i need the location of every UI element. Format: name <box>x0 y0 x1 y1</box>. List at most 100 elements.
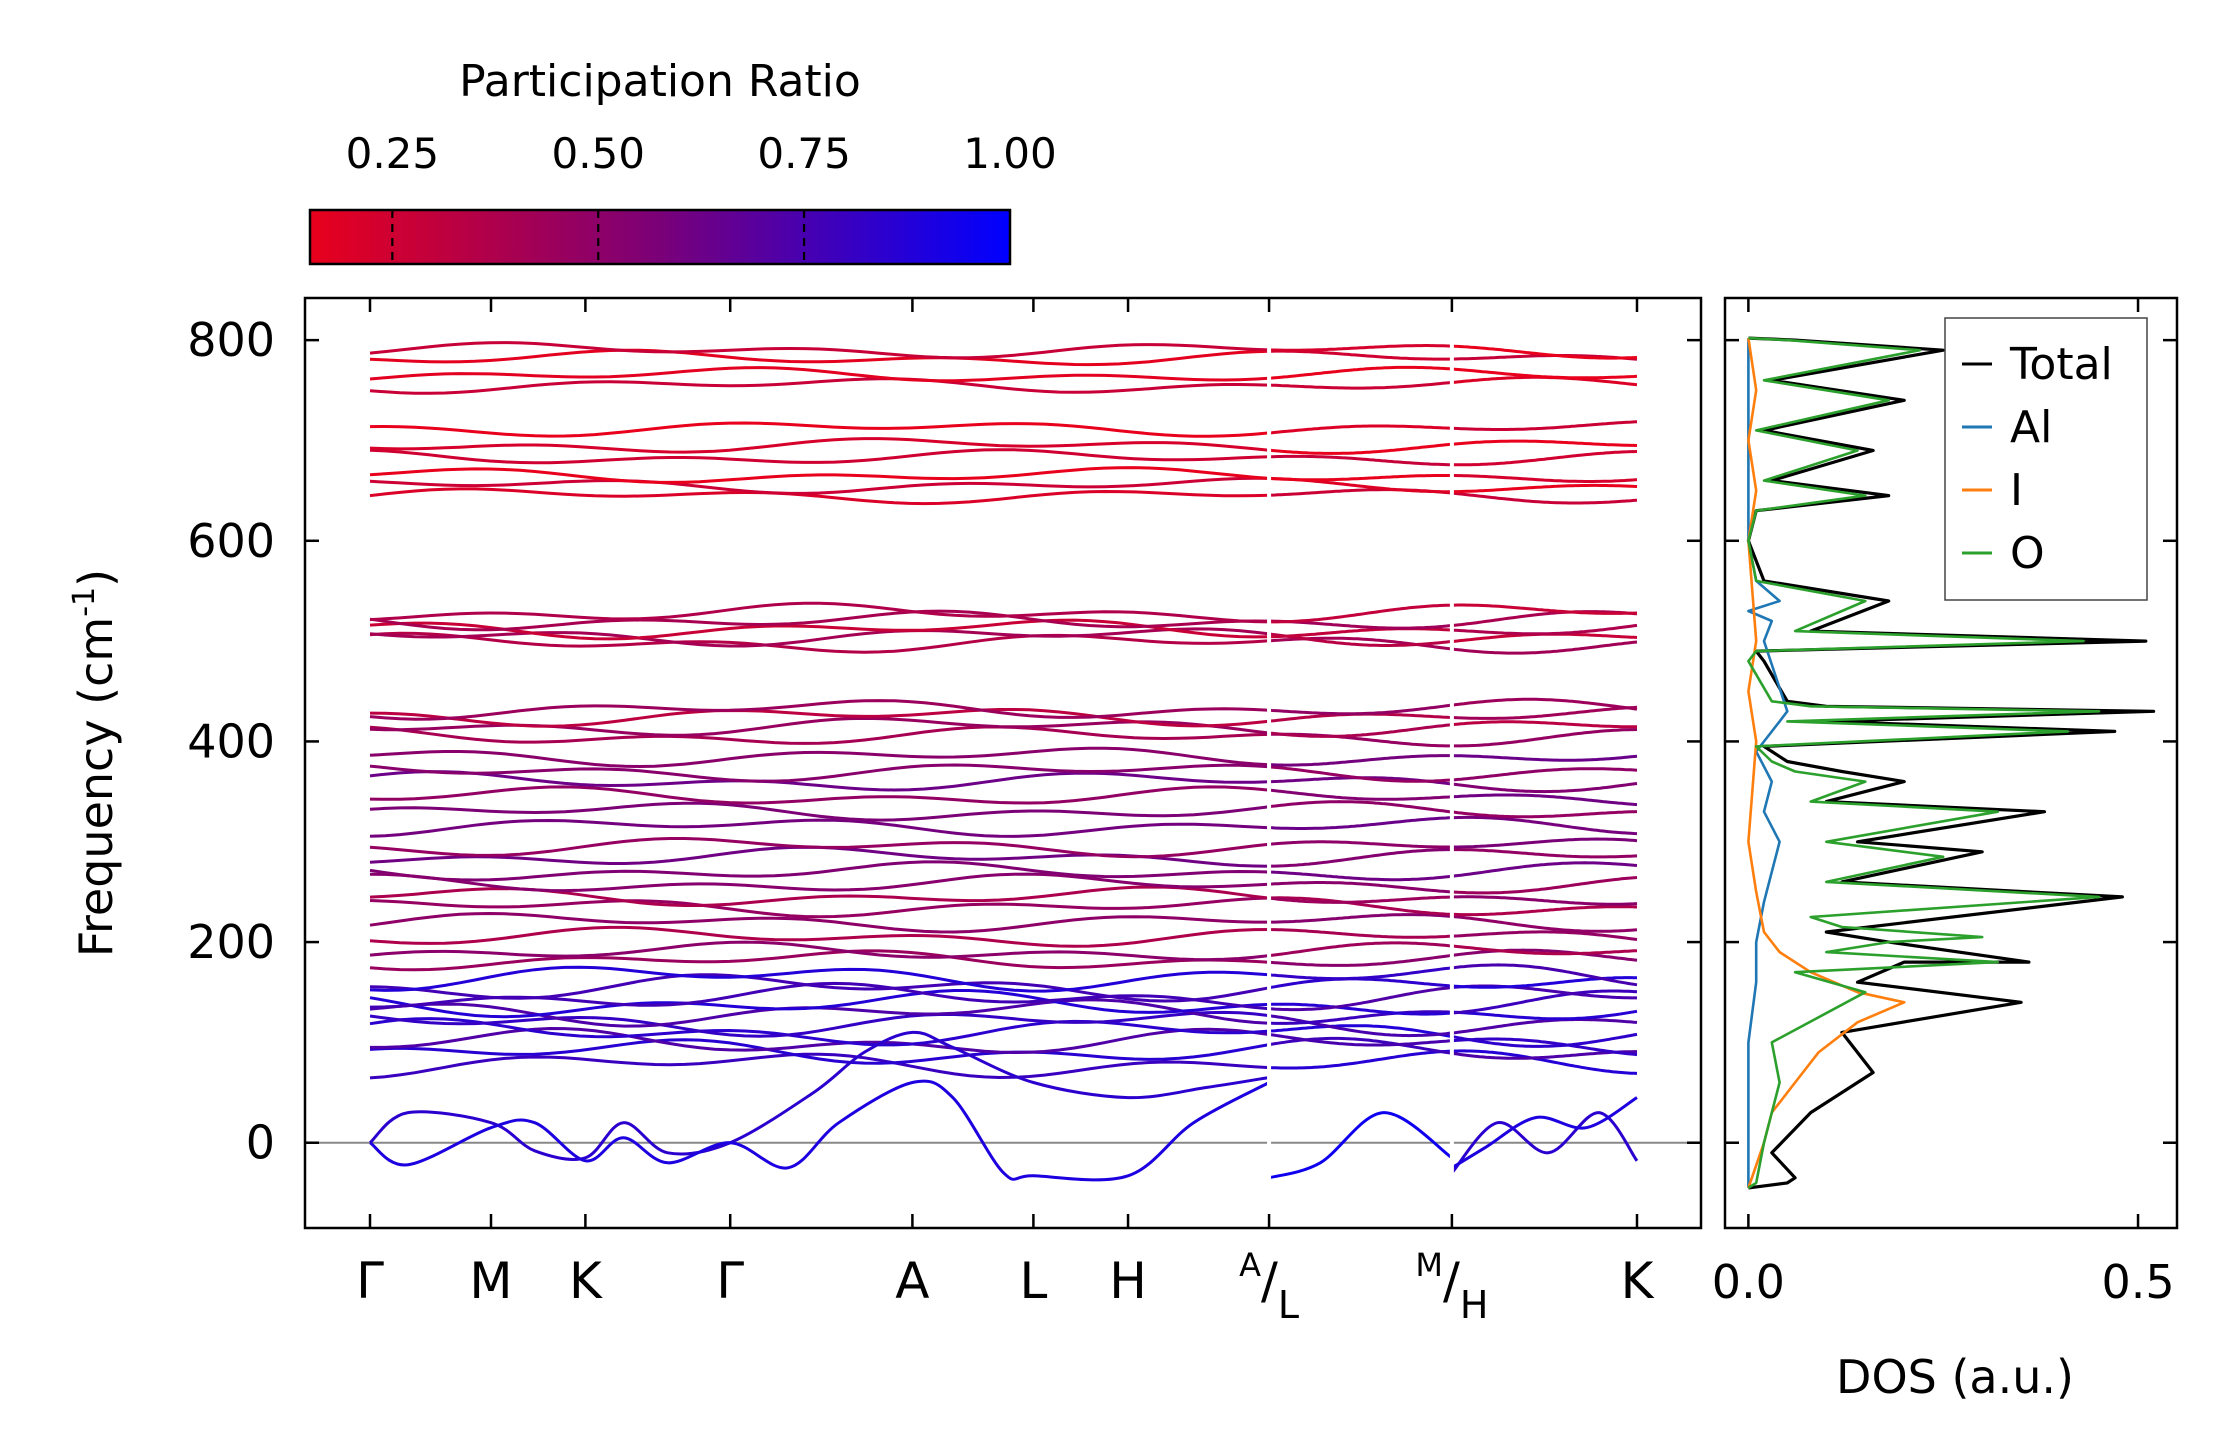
optical-band <box>369 925 1270 948</box>
acoustic-branch <box>368 1030 1270 1162</box>
optical-band <box>369 801 1270 822</box>
colorbar-tick-label: 0.75 <box>757 129 851 178</box>
optical-band <box>369 911 1270 934</box>
optical-band <box>369 618 1270 641</box>
y-tick-label: 200 <box>187 915 275 969</box>
optical-band <box>1451 837 1638 849</box>
optical-band <box>1451 810 1638 819</box>
optical-band <box>1451 944 1638 956</box>
optical-band <box>1269 424 1452 435</box>
optical-band <box>1451 474 1638 483</box>
optical-band <box>1268 712 1452 723</box>
optical-band <box>369 785 1270 805</box>
y-axis-label: Frequency (cm-1) <box>67 569 123 957</box>
dos-x-label: DOS (a.u.) <box>1836 1350 2074 1404</box>
acoustic-branch <box>1451 1096 1638 1170</box>
optical-band <box>1451 782 1638 794</box>
optical-band <box>1269 848 1452 868</box>
optical-band <box>1269 870 1453 882</box>
kpath-x-axis: Γ M K Γ A L H A/LM/H K <box>356 298 1655 1327</box>
optical-band <box>1268 442 1452 455</box>
optical-band <box>1451 754 1638 762</box>
optical-band <box>1451 720 1637 729</box>
optical-band <box>1268 788 1452 801</box>
dos-x-tick-label: 0.0 <box>1712 1255 1785 1309</box>
optical-band <box>369 860 1270 882</box>
k-tick-label: A <box>895 1252 929 1310</box>
optical-band <box>1269 349 1452 361</box>
optical-band <box>369 631 1270 654</box>
optical-band <box>1451 930 1638 941</box>
colorbar-ticks <box>391 210 806 264</box>
y-tick-label: 600 <box>187 514 275 568</box>
dos-plot-frame <box>1723 296 2179 1230</box>
optical-band <box>1269 1049 1452 1070</box>
legend-label: Al <box>2010 402 2052 453</box>
optical-band <box>369 1017 1270 1047</box>
optical-band <box>1269 703 1453 716</box>
y-tick-label: 0 <box>246 1116 275 1170</box>
acoustic-branch <box>1450 1111 1639 1174</box>
optical-band <box>369 989 1270 1019</box>
optical-band <box>1268 632 1453 647</box>
optical-band <box>369 725 1270 745</box>
optical-band <box>369 770 1270 792</box>
optical-band <box>369 763 1270 783</box>
optical-band <box>1269 928 1452 939</box>
k-tick-label: Γ <box>356 1252 384 1310</box>
colorbar-tick-labels: 0.25 0.50 0.75 1.00 <box>346 129 1057 178</box>
optical-band <box>370 1026 1270 1055</box>
colorbar-tick-label: 0.50 <box>551 129 645 178</box>
optical-band <box>1451 344 1638 360</box>
optical-band <box>369 487 1270 506</box>
optical-band <box>369 708 1270 728</box>
optical-band <box>369 949 1270 972</box>
optical-band <box>369 421 1270 438</box>
optical-band <box>1268 765 1452 783</box>
y-tick-label: 400 <box>187 714 275 768</box>
optical-band <box>1269 896 1452 916</box>
optical-band <box>1269 1010 1452 1025</box>
optical-band <box>369 348 1270 367</box>
y-tick-label: 800 <box>187 313 275 367</box>
optical-band <box>1268 1014 1453 1038</box>
colorbar-gradient <box>308 208 1012 266</box>
optical-band <box>1451 603 1638 615</box>
dos-legend: Total Al IO <box>1944 317 2148 601</box>
optical-band <box>1451 905 1638 917</box>
optical-band <box>1268 1033 1452 1047</box>
colorbar: Participation Ratio 0.25 0.50 0.75 1.00 <box>308 56 1057 266</box>
optical-band <box>369 940 1270 962</box>
optical-band <box>1269 603 1452 624</box>
k-tick-label: M/H <box>1415 1246 1488 1327</box>
phonon-bands <box>368 341 1639 1182</box>
dos-panel: 0.0 0.5 DOS (a.u.) Total Al IO <box>1712 296 2179 1404</box>
optical-band <box>369 437 1270 454</box>
segment-breaks <box>1267 330 1454 1200</box>
optical-band <box>1451 1049 1638 1075</box>
dos-line-i <box>1747 337 1906 1189</box>
optical-band <box>369 699 1270 721</box>
optical-band <box>369 818 1270 838</box>
k-tick-label: K <box>569 1252 603 1310</box>
optical-band <box>1451 914 1638 933</box>
optical-band <box>1269 381 1452 390</box>
optical-band <box>369 366 1270 383</box>
legend-label: Total <box>2009 339 2113 390</box>
optical-band <box>1451 420 1638 431</box>
k-tick-label: L <box>1019 1252 1047 1310</box>
optical-band <box>1269 816 1452 830</box>
k-tick-label: Γ <box>716 1252 744 1310</box>
colorbar-tick-label: 0.25 <box>346 129 440 178</box>
optical-band <box>1268 895 1452 904</box>
optical-band <box>1451 367 1638 380</box>
optical-band <box>1451 728 1638 748</box>
optical-band <box>369 872 1270 893</box>
optical-band <box>369 965 1270 993</box>
dos-x-tick-label: 0.5 <box>2101 1255 2174 1309</box>
optical-band <box>369 1010 1270 1038</box>
optical-band <box>369 627 1270 648</box>
optical-band <box>1451 895 1638 906</box>
